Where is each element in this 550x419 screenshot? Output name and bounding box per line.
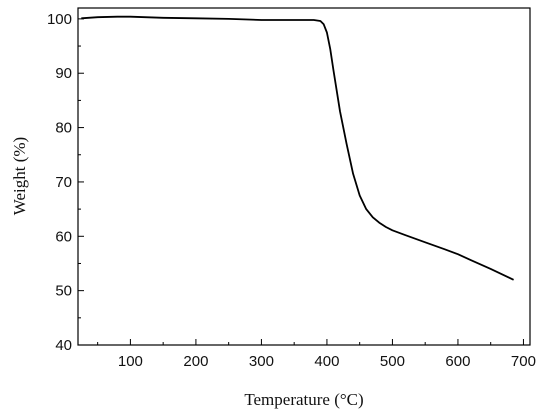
y-tick-label-80: 80 [55, 120, 72, 137]
x-tick-label-600: 600 [445, 353, 470, 370]
y-axis: 40 50 60 70 80 90 100 [47, 11, 84, 354]
x-axis-title: Temperature (°C) [244, 390, 363, 409]
x-tick-label-500: 500 [380, 353, 405, 370]
y-tick-label-40: 40 [55, 337, 72, 354]
x-tick-label-300: 300 [249, 353, 274, 370]
y-tick-label-100: 100 [47, 11, 72, 28]
y-tick-label-50: 50 [55, 283, 72, 300]
y-tick-label-90: 90 [55, 65, 72, 82]
x-tick-label-200: 200 [183, 353, 208, 370]
x-tick-label-700: 700 [511, 353, 536, 370]
y-axis-title: Weight (%) [10, 137, 29, 215]
x-tick-label-400: 400 [314, 353, 339, 370]
plot-frame [77, 7, 531, 346]
x-axis: 100 200 300 400 500 600 700 [97, 339, 536, 370]
weight-curve [81, 15, 514, 281]
y-tick-label-70: 70 [55, 174, 72, 191]
y-tick-label-60: 60 [55, 228, 72, 245]
x-tick-label-100: 100 [118, 353, 143, 370]
